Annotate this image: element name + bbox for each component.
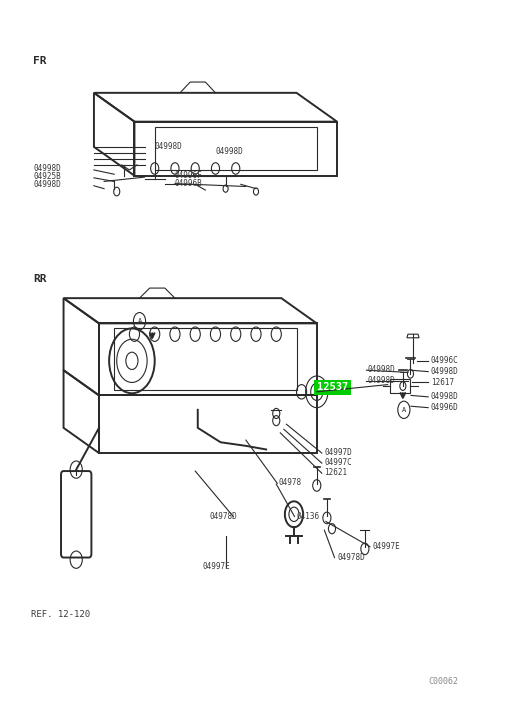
Text: 04996B: 04996B bbox=[175, 179, 203, 188]
Text: A: A bbox=[137, 318, 142, 325]
Text: 04998D: 04998D bbox=[155, 142, 182, 151]
Text: 04998D: 04998D bbox=[216, 147, 243, 156]
Text: 04978D: 04978D bbox=[337, 552, 365, 562]
Text: 04925B: 04925B bbox=[33, 172, 61, 182]
Text: 04996C: 04996C bbox=[431, 356, 458, 365]
Text: 04997E: 04997E bbox=[203, 562, 230, 571]
Text: 04998D: 04998D bbox=[368, 376, 395, 386]
Text: 04978D: 04978D bbox=[209, 512, 237, 521]
Text: 04997D: 04997D bbox=[325, 448, 352, 457]
Text: RR: RR bbox=[33, 274, 47, 285]
Text: 04996F: 04996F bbox=[175, 171, 203, 180]
Text: REF. 12-120: REF. 12-120 bbox=[31, 610, 90, 619]
Text: C00062: C00062 bbox=[428, 677, 458, 685]
Polygon shape bbox=[407, 334, 419, 338]
Text: 04998D: 04998D bbox=[431, 367, 458, 376]
Text: 12617: 12617 bbox=[431, 378, 454, 387]
Text: A: A bbox=[402, 407, 406, 413]
Text: 04998D: 04998D bbox=[431, 392, 458, 401]
Text: 04998D: 04998D bbox=[33, 164, 61, 174]
Text: FR: FR bbox=[33, 56, 47, 66]
Text: 04996D: 04996D bbox=[431, 403, 458, 412]
Text: 04997E: 04997E bbox=[373, 542, 400, 551]
Text: 04997C: 04997C bbox=[325, 458, 352, 468]
Text: 04978: 04978 bbox=[279, 478, 302, 487]
Bar bbox=[314, 380, 351, 396]
Text: 04998D: 04998D bbox=[368, 365, 395, 375]
Text: 04998D: 04998D bbox=[33, 180, 61, 189]
Text: 04136: 04136 bbox=[296, 512, 319, 521]
Text: 12537: 12537 bbox=[317, 383, 348, 393]
Text: 12621: 12621 bbox=[325, 468, 348, 478]
